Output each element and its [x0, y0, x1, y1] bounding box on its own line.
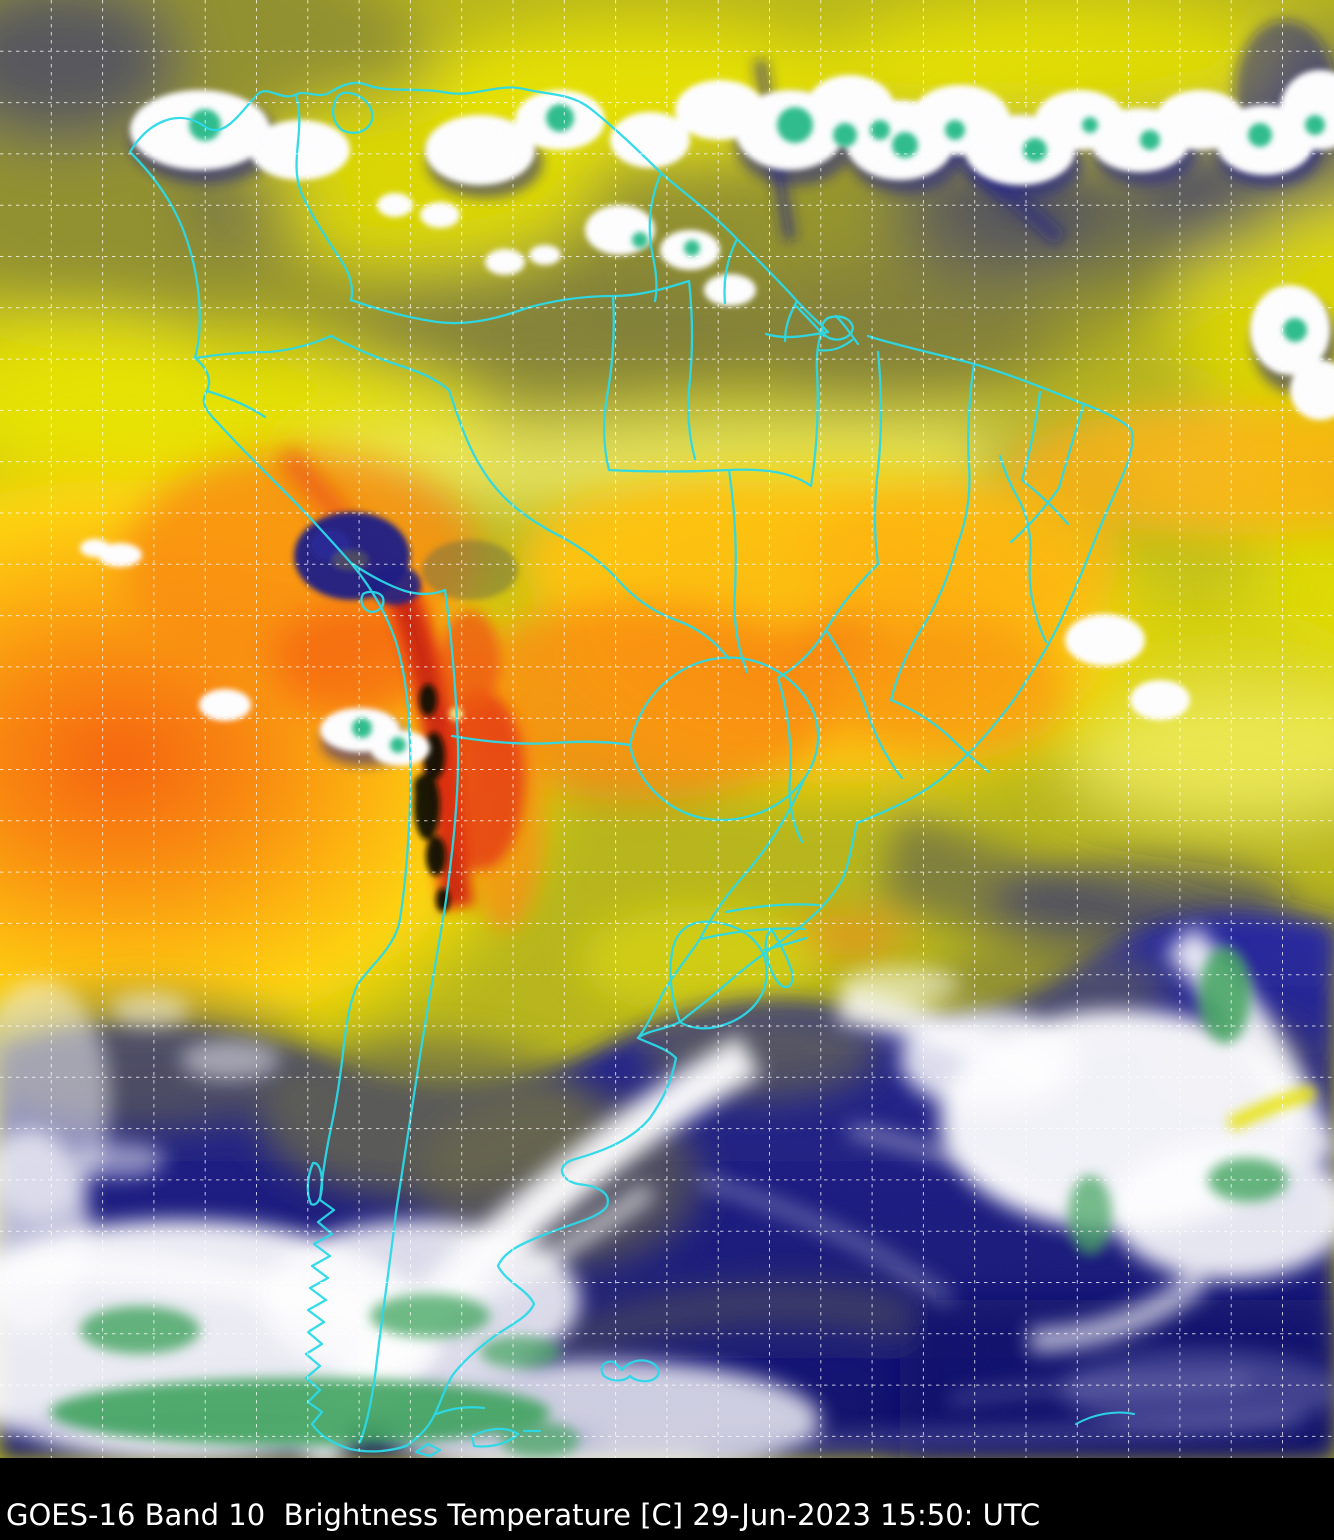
border-suriname-west [723, 237, 739, 305]
border-chile-argentina [358, 588, 460, 1444]
border-colombia-peru-brazil [329, 334, 451, 392]
satellite-image [0, 0, 1334, 1458]
country-borders [128, 81, 1135, 1458]
lagoa-dos-patos [762, 928, 808, 989]
falkland-islands [522, 1359, 660, 1433]
latlon-grid [0, 0, 1334, 1458]
brazil-state-lines-central [727, 468, 991, 844]
border-bolivia-argentina [450, 734, 632, 747]
border-paraguay [628, 656, 820, 822]
south-atlantic-islet [1075, 1411, 1135, 1425]
border-uruguay [669, 920, 768, 1030]
border-colombia-ecuador [193, 334, 333, 419]
tierra-del-fuego [414, 1406, 520, 1458]
amazon-delta [764, 304, 860, 352]
caption-bar: GOES-16 Band 10 Brightness Temperature [… [0, 1458, 1334, 1540]
caption-text: GOES-16 Band 10 Brightness Temperature [… [6, 1498, 1041, 1533]
border-french-guiana-west [783, 299, 799, 343]
border-bolivia-brazil [558, 534, 731, 661]
brazil-state-lines-south [698, 903, 820, 941]
lake-maracaibo [331, 91, 374, 134]
border-peru-brazil [447, 388, 562, 538]
coastline-pacific [128, 150, 412, 1453]
parana-river-border [636, 777, 806, 1040]
satellite-map [0, 0, 1334, 1458]
brazil-state-lines-northeast [873, 350, 1086, 644]
border-venezuela-brazil-guyana [349, 279, 691, 325]
border-venezuela-colombia [294, 94, 354, 302]
border-guyana-west [648, 171, 663, 303]
border-peru-bolivia [349, 561, 447, 596]
lake-titicaca [360, 590, 385, 614]
coastline-east [404, 334, 1134, 1448]
brazil-state-lines-north [603, 279, 824, 488]
